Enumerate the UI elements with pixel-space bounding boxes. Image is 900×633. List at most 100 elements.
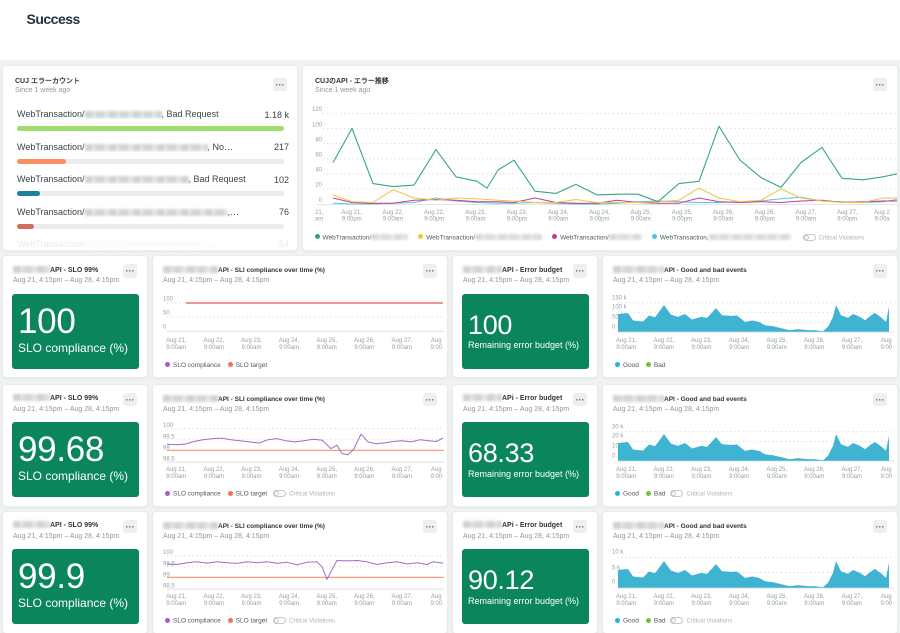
svg-text:9:00am: 9:00am <box>354 600 374 606</box>
svg-text:9:00am: 9:00am <box>654 345 674 351</box>
svg-text:Aug 26,: Aug 26, <box>713 210 734 216</box>
svg-text:9:00am: 9:00am <box>383 217 403 223</box>
svg-text:Aug 27,: Aug 27, <box>842 594 863 600</box>
svg-text:Aug 21,: Aug 21, <box>616 594 637 600</box>
svg-text:9:00am: 9:00am <box>729 473 749 479</box>
svg-text:9:00am: 9:00am <box>466 217 486 223</box>
svg-text:0: 0 <box>163 325 167 331</box>
svg-text:9:00am: 9:00am <box>392 473 412 479</box>
svg-text:Aug 27,: Aug 27, <box>842 338 863 344</box>
svg-text:9:00am: 9:00am <box>842 600 862 606</box>
svg-text:9:00am: 9:00am <box>548 217 568 223</box>
svg-text:Aug 21,: Aug 21, <box>616 467 637 473</box>
svg-text:100 k: 100 k <box>612 305 628 311</box>
svg-text:100: 100 <box>163 423 174 429</box>
svg-text:Aug: Aug <box>431 467 442 473</box>
svg-text:80: 80 <box>315 137 322 143</box>
svg-text:9:00am: 9:00am <box>796 217 816 223</box>
svg-text:0: 0 <box>612 453 616 459</box>
svg-text:9:00pm: 9:00pm <box>507 217 527 223</box>
svg-text:9:00am: 9:00am <box>241 473 261 479</box>
svg-text:Aug 24,: Aug 24, <box>548 210 569 216</box>
svg-text:9:00am: 9:00am <box>616 345 636 351</box>
svg-text:Aug 22,: Aug 22, <box>204 338 225 344</box>
svg-text:Aug 23,: Aug 23, <box>691 338 712 344</box>
svg-text:Aug 22,: Aug 22, <box>383 210 404 216</box>
svg-text:9:00am: 9:00am <box>691 600 711 606</box>
svg-text:Aug 26,: Aug 26, <box>354 338 375 344</box>
svg-text:Aug 21,: Aug 21, <box>166 594 187 600</box>
svg-text:9:00am: 9:00am <box>691 345 711 351</box>
svg-text:Aug 21,: Aug 21, <box>166 338 187 344</box>
svg-text:9:00am: 9:00am <box>713 217 733 223</box>
svg-text:100: 100 <box>163 297 174 303</box>
svg-text:9:00am: 9:00am <box>804 345 824 351</box>
svg-text:100: 100 <box>312 122 323 128</box>
svg-text:9:00pm: 9:00pm <box>755 217 775 223</box>
svg-text:9:00: 9:00 <box>430 345 442 351</box>
svg-text:20: 20 <box>315 183 322 189</box>
svg-text:9:00am: 9:00am <box>317 473 337 479</box>
svg-text:Aug 27,: Aug 27, <box>842 467 863 473</box>
svg-text:9:00am: 9:00am <box>631 217 651 223</box>
svg-text:9:00pm: 9:00pm <box>837 217 857 223</box>
svg-text:9:00am: 9:00am <box>654 600 674 606</box>
svg-text:Aug 27,: Aug 27, <box>392 338 413 344</box>
svg-text:Aug 23,: Aug 23, <box>241 338 262 344</box>
svg-text:99: 99 <box>163 572 170 578</box>
svg-text:9:00am: 9:00am <box>241 600 261 606</box>
svg-text:Aug 24,: Aug 24, <box>279 467 300 473</box>
svg-text:5 k: 5 k <box>612 565 621 571</box>
svg-text:9:00pm: 9:00pm <box>589 217 609 223</box>
svg-text:Aug 24,: Aug 24, <box>589 210 610 216</box>
svg-text:Aug 24,: Aug 24, <box>279 594 300 600</box>
svg-text:Aug 26,: Aug 26, <box>354 467 375 473</box>
svg-text:Aug 25,: Aug 25, <box>316 594 337 600</box>
svg-text:100: 100 <box>163 550 174 556</box>
svg-text:9:00am: 9:00am <box>354 473 374 479</box>
svg-text:Aug 23,: Aug 23, <box>465 210 486 216</box>
svg-text:9:00am: 9:00am <box>729 345 749 351</box>
svg-text:9:00am: 9:00am <box>767 473 787 479</box>
svg-text:Aug 27,: Aug 27, <box>796 210 817 216</box>
svg-text:Aug: Aug <box>881 338 892 344</box>
svg-text:9:00am: 9:00am <box>204 600 224 606</box>
svg-text:Aug 24,: Aug 24, <box>729 467 750 473</box>
svg-text:Aug 23,: Aug 23, <box>691 594 712 600</box>
svg-text:9:00am: 9:00am <box>654 473 674 479</box>
svg-text:Aug: Aug <box>881 594 892 600</box>
svg-text:Aug 23,: Aug 23, <box>691 467 712 473</box>
svg-text:Aug 27,: Aug 27, <box>837 210 858 216</box>
svg-text:98.5: 98.5 <box>163 456 175 462</box>
svg-text:Aug 22,: Aug 22, <box>654 467 675 473</box>
svg-text:9:00am: 9:00am <box>354 345 374 351</box>
svg-text:10 k: 10 k <box>612 549 624 555</box>
svg-text:20 k: 20 k <box>612 433 624 439</box>
svg-text:9:00am: 9:00am <box>317 345 337 351</box>
svg-text:9:00am: 9:00am <box>204 473 224 479</box>
svg-text:Aug 27,: Aug 27, <box>392 467 413 473</box>
svg-text:Aug 24,: Aug 24, <box>279 338 300 344</box>
svg-text:Aug 25,: Aug 25, <box>766 467 787 473</box>
svg-text:Aug 26,: Aug 26, <box>804 338 825 344</box>
svg-text:Aug 26,: Aug 26, <box>804 594 825 600</box>
svg-text:Aug 22,: Aug 22, <box>654 594 675 600</box>
svg-text:9:00pm: 9:00pm <box>342 217 362 223</box>
svg-text:Aug: Aug <box>881 467 892 473</box>
svg-text:30 k: 30 k <box>612 424 624 430</box>
svg-text:9:00am: 9:00am <box>279 345 299 351</box>
svg-text:am: am <box>315 217 323 223</box>
svg-text:9:00a: 9:00a <box>874 217 890 223</box>
svg-text:Aug 25,: Aug 25, <box>316 467 337 473</box>
svg-text:9:00am: 9:00am <box>767 600 787 606</box>
svg-text:9:00am: 9:00am <box>767 345 787 351</box>
svg-text:Aug 22,: Aug 22, <box>424 210 445 216</box>
svg-text:Aug 23,: Aug 23, <box>507 210 528 216</box>
svg-text:Aug 26,: Aug 26, <box>354 594 375 600</box>
svg-text:Aug 25,: Aug 25, <box>316 338 337 344</box>
svg-text:9:00am: 9:00am <box>616 600 636 606</box>
svg-text:9:00am: 9:00am <box>804 600 824 606</box>
svg-text:Aug 25,: Aug 25, <box>766 338 787 344</box>
svg-text:99: 99 <box>163 445 170 451</box>
svg-text:9:00am: 9:00am <box>804 473 824 479</box>
